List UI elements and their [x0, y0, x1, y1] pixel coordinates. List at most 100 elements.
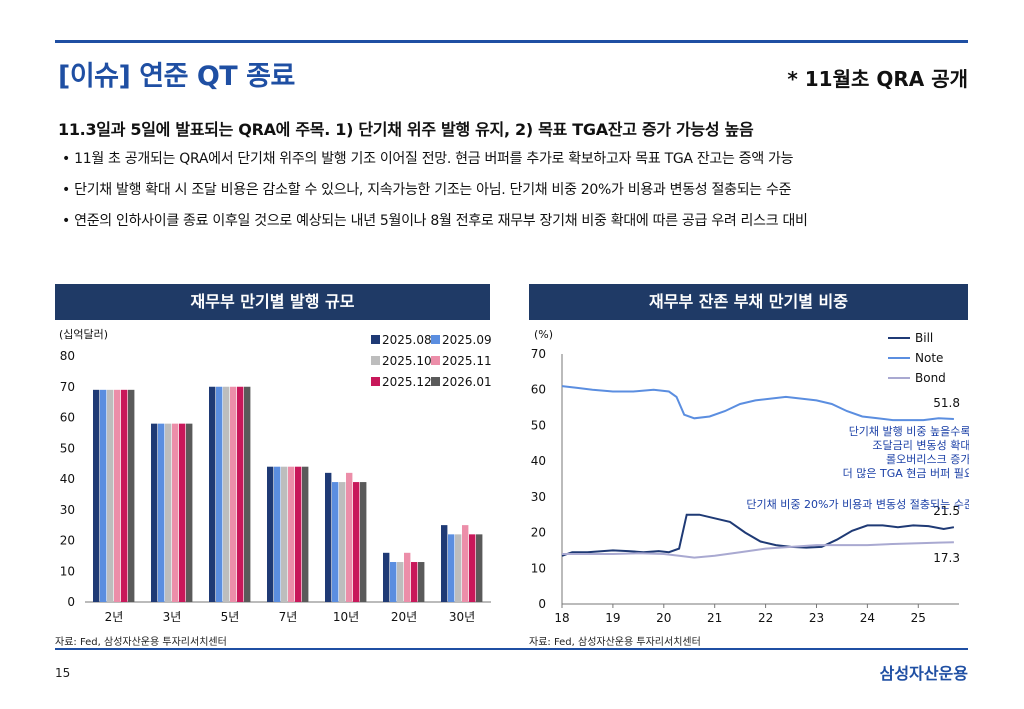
annotation-text: 단기채 발행 비중 높을수록,: [849, 425, 969, 438]
bar: [295, 466, 302, 602]
annotation-text: 단기채 비중 20%가 비용과 변동성 절충되는 수준: [746, 498, 969, 511]
legend-swatch: [371, 335, 380, 344]
x-tick-label: 25: [911, 611, 926, 625]
bar: [114, 389, 121, 602]
bar: [151, 423, 158, 602]
bar: [244, 386, 251, 602]
bar: [121, 389, 128, 602]
bullet-item: • 단기채 발행 확대 시 조달 비용은 감소할 수 있으나, 지속가능한 기조…: [62, 182, 792, 198]
annotation-text: 롤오버리스크 증가,: [886, 453, 969, 466]
bar: [404, 552, 411, 602]
bar-chart-title: 재무부 만기별 발행 규모: [55, 284, 490, 320]
legend-swatch: [431, 335, 440, 344]
y-axis-label: (%): [534, 328, 553, 341]
bar: [288, 466, 295, 602]
x-tick-label: 10년: [333, 610, 359, 624]
end-value-label: 51.8: [933, 396, 960, 410]
legend-label: Bill: [915, 331, 933, 345]
bar: [223, 386, 230, 602]
page-number: 15: [55, 666, 71, 680]
bar: [267, 466, 274, 602]
legend-label: 2025.11: [442, 354, 492, 368]
header-top-rule: [55, 40, 968, 43]
line-chart: (%) 0 10 20 30 40 50 60 70 18 19 20 21 22 23 24 25 Bill No…: [531, 328, 969, 625]
x-tick-label: 7년: [279, 610, 298, 624]
y-tick-label: 50: [60, 441, 75, 455]
bar: [186, 423, 193, 602]
page-title: [이슈] 연준 QT 종료: [58, 61, 295, 92]
headline: 11.3일과 5일에 발표되는 QRA에 주목. 1) 단기채 위주 발행 유지…: [58, 120, 754, 139]
bar: [418, 562, 425, 602]
y-tick-label: 0: [67, 595, 75, 609]
x-tick-label: 20: [656, 611, 671, 625]
x-tick-label: 2년: [105, 610, 124, 624]
legend-label: 2025.12: [382, 375, 432, 389]
bar: [281, 466, 288, 602]
y-tick-label: 20: [60, 534, 75, 548]
bullet-item: • 연준의 인하사이클 종료 이후일 것으로 예상되는 내년 5월이나 8월 전…: [62, 213, 808, 229]
bar: [216, 386, 223, 602]
x-tick-label: 18: [554, 611, 569, 625]
series-line: [561, 385, 954, 422]
x-tick-label: 19: [605, 611, 620, 625]
annotation-text: 조달금리 변동성 확대,: [872, 439, 969, 452]
x-tick-label: 3년: [163, 610, 182, 624]
bar: [346, 472, 353, 602]
legend-label: Note: [915, 351, 943, 365]
y-tick-label: 70: [60, 380, 75, 394]
x-tick-label: 20년: [391, 610, 417, 624]
bar: [237, 386, 244, 602]
bar: [476, 534, 483, 602]
bar: [107, 389, 114, 602]
bar: [230, 386, 237, 602]
bar: [397, 562, 404, 602]
bar: [411, 562, 418, 602]
header-note: * 11월초 QRA 공개: [787, 67, 968, 91]
legend-swatch: [371, 377, 380, 386]
bar: [93, 389, 100, 602]
x-tick-label: 22: [758, 611, 773, 625]
bar: [462, 525, 469, 602]
bar: [179, 423, 186, 602]
bar: [360, 482, 367, 602]
y-tick-label: 30: [60, 503, 75, 517]
bar: [469, 534, 476, 602]
bar: [448, 534, 455, 602]
source-left: 자료: Fed, 삼성자산운용 투자리서치센터: [55, 637, 227, 648]
bar: [441, 525, 448, 602]
x-tick-label: 30년: [449, 610, 475, 624]
line-chart-title: 재무부 잔존 부채 만기별 비중: [529, 284, 968, 320]
bar: [209, 386, 216, 602]
x-tick-label: 24: [860, 611, 875, 625]
bar: [390, 562, 397, 602]
legend-label: 2025.08: [382, 333, 432, 347]
y-tick-label: 70: [531, 347, 546, 361]
y-tick-label: 10: [531, 561, 546, 575]
y-tick-label: 40: [60, 472, 75, 486]
y-tick-label: 0: [538, 597, 546, 611]
company-logo: 삼성자산운용: [879, 664, 968, 683]
y-tick-label: 50: [531, 418, 546, 432]
x-tick-label: 21: [707, 611, 722, 625]
bar: [128, 389, 135, 602]
y-axis-label: (십억달러): [59, 328, 108, 341]
y-tick-label: 80: [60, 349, 75, 363]
legend-swatch: [431, 377, 440, 386]
source-right: 자료: Fed, 삼성자산운용 투자리서치센터: [529, 637, 701, 648]
footer-rule: [55, 648, 968, 650]
x-tick-label: 23: [809, 611, 824, 625]
bullet-item: • 11월 초 공개되는 QRA에서 단기채 위주의 발행 기조 이어질 전망.…: [62, 151, 794, 167]
y-tick-label: 30: [531, 490, 546, 504]
bar: [302, 466, 309, 602]
bar: [332, 482, 339, 602]
bar: [383, 552, 390, 602]
bullet-list: • 11월 초 공개되는 QRA에서 단기채 위주의 발행 기조 이어질 전망.…: [62, 150, 808, 243]
series-line: [562, 541, 954, 559]
bar: [158, 423, 165, 602]
y-tick-label: 60: [60, 411, 75, 425]
bar: [455, 534, 462, 602]
y-tick-label: 10: [60, 564, 75, 578]
bar: [274, 466, 281, 602]
legend-swatch: [431, 356, 440, 365]
y-tick-label: 60: [531, 383, 546, 397]
